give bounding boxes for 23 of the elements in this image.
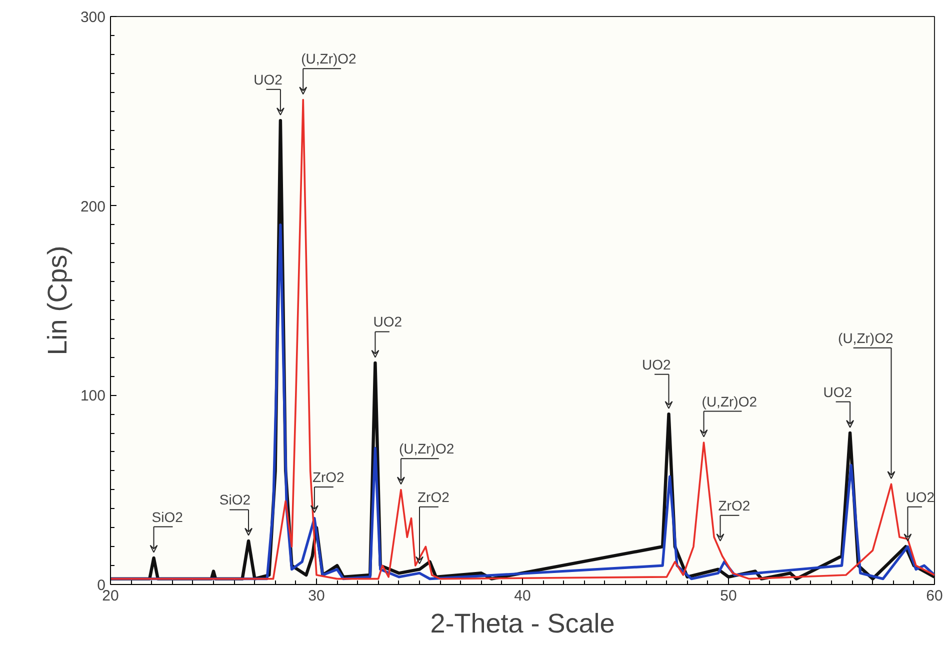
- x-tick-label: 30: [308, 588, 325, 604]
- annotation: UO2: [906, 488, 935, 505]
- x-tick-label: 60: [926, 588, 943, 604]
- annotation: (U,Zr)O2: [301, 50, 357, 67]
- annotation: SiO2: [219, 492, 251, 508]
- annotation: UO2: [373, 314, 402, 330]
- y-axis-title: Lin (Cps): [42, 246, 72, 356]
- annotation: SiO2: [152, 508, 184, 525]
- x-axis-title: 2-Theta - Scale: [430, 608, 615, 638]
- annotation: UO2: [823, 384, 852, 400]
- y-tick-label: 200: [80, 198, 106, 216]
- annotation: (U,Zr)O2: [702, 393, 758, 410]
- annotation: UO2: [642, 356, 671, 372]
- annotation: ZrO2: [718, 497, 750, 514]
- annotation: (U,Zr)O2: [398, 440, 454, 457]
- annotation: ZrO2: [418, 488, 450, 505]
- y-tick-label: 300: [80, 9, 106, 26]
- annotation: (U,Zr)O2: [838, 330, 894, 346]
- y-tick-label: 100: [80, 388, 106, 405]
- x-tick-label: 40: [514, 588, 531, 604]
- annotation: ZrO2: [312, 468, 345, 485]
- x-tick-label: 50: [720, 588, 737, 604]
- annotation: UO2: [254, 71, 283, 88]
